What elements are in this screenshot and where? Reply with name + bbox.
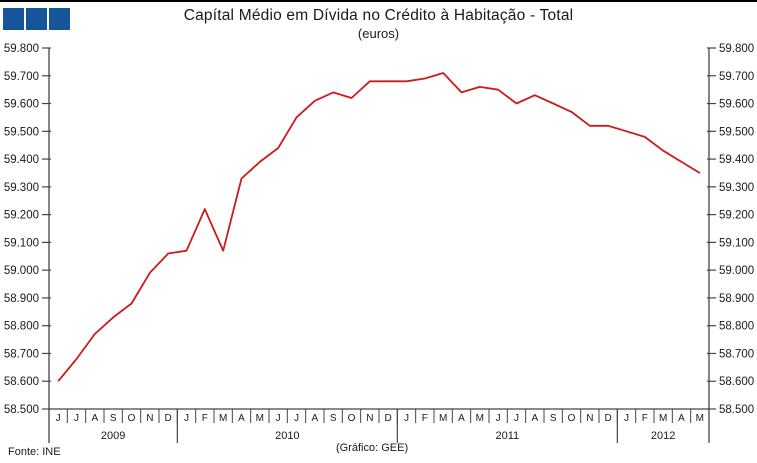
axes [48,48,710,443]
svg-text:J: J [294,413,299,424]
svg-text:59.400: 59.400 [4,154,39,166]
svg-text:D: D [165,413,172,424]
svg-text:58.900: 58.900 [719,293,754,305]
svg-text:59.800: 59.800 [4,43,39,55]
svg-text:M: M [476,413,484,424]
svg-text:2009: 2009 [101,430,125,442]
svg-text:59.700: 59.700 [719,71,754,83]
svg-text:J: J [184,413,189,424]
logo [3,8,70,30]
svg-text:58.700: 58.700 [4,348,39,360]
svg-text:J: J [624,413,629,424]
svg-text:59.200: 59.200 [4,210,39,222]
svg-text:59.100: 59.100 [4,237,39,249]
svg-text:J: J [56,413,61,424]
svg-text:O: O [128,413,136,424]
svg-text:58.600: 58.600 [4,376,39,388]
svg-text:58.600: 58.600 [719,376,754,388]
svg-text:58.500: 58.500 [719,404,754,416]
svg-text:M: M [256,413,264,424]
svg-text:M: M [696,413,704,424]
svg-text:59.800: 59.800 [719,43,754,55]
svg-text:A: A [678,413,685,424]
svg-text:J: J [496,413,501,424]
svg-text:F: F [202,413,208,424]
svg-text:N: N [586,413,593,424]
svg-text:59.500: 59.500 [4,126,39,138]
y-axis-ticks: 58.500 58.500 58.600 58.600 58.700 58.700 58.8… [4,43,754,416]
svg-text:N: N [146,413,153,424]
svg-text:M: M [439,413,447,424]
svg-text:58.800: 58.800 [4,321,39,333]
svg-text:A: A [458,413,465,424]
svg-text:59.300: 59.300 [719,182,754,194]
svg-text:A: A [311,413,318,424]
svg-text:D: D [605,413,612,424]
svg-text:F: F [642,413,648,424]
svg-text:S: S [110,413,117,424]
data-line-total [57,72,701,382]
svg-text:M: M [219,413,227,424]
svg-text:58.800: 58.800 [719,321,754,333]
svg-text:M: M [659,413,667,424]
logo-square-1 [3,8,24,30]
svg-text:F: F [422,413,428,424]
svg-text:59.000: 59.000 [719,265,754,277]
svg-text:O: O [568,413,576,424]
svg-text:59.000: 59.000 [4,265,39,277]
svg-text:58.500: 58.500 [4,404,39,416]
svg-text:59.500: 59.500 [719,126,754,138]
x-axis-years: 2009 2010 2011 2012 [101,409,675,443]
svg-text:2011: 2011 [496,430,520,442]
svg-text:58.900: 58.900 [4,293,39,305]
svg-text:O: O [348,413,356,424]
svg-text:J: J [404,413,409,424]
svg-text:S: S [550,413,557,424]
svg-text:59.600: 59.600 [4,99,39,111]
credit-note: (Gráfico: GEE) [336,442,409,454]
logo-square-2 [26,8,47,30]
svg-text:2012: 2012 [651,430,675,442]
svg-text:58.700: 58.700 [719,348,754,360]
source-note: Fonte: INE [8,446,61,458]
svg-text:59.100: 59.100 [719,237,754,249]
svg-text:S: S [330,413,337,424]
svg-text:N: N [366,413,373,424]
svg-text:A: A [91,413,98,424]
svg-text:A: A [238,413,245,424]
svg-text:59.300: 59.300 [4,182,39,194]
svg-text:J: J [74,413,79,424]
svg-text:A: A [531,413,538,424]
svg-text:J: J [276,413,281,424]
svg-text:D: D [385,413,392,424]
svg-text:59.700: 59.700 [4,71,39,83]
svg-text:59.600: 59.600 [719,99,754,111]
svg-text:J: J [514,413,519,424]
svg-text:2010: 2010 [275,430,299,442]
svg-text:59.400: 59.400 [719,154,754,166]
svg-text:59.200: 59.200 [719,210,754,222]
logo-square-3 [49,8,70,30]
